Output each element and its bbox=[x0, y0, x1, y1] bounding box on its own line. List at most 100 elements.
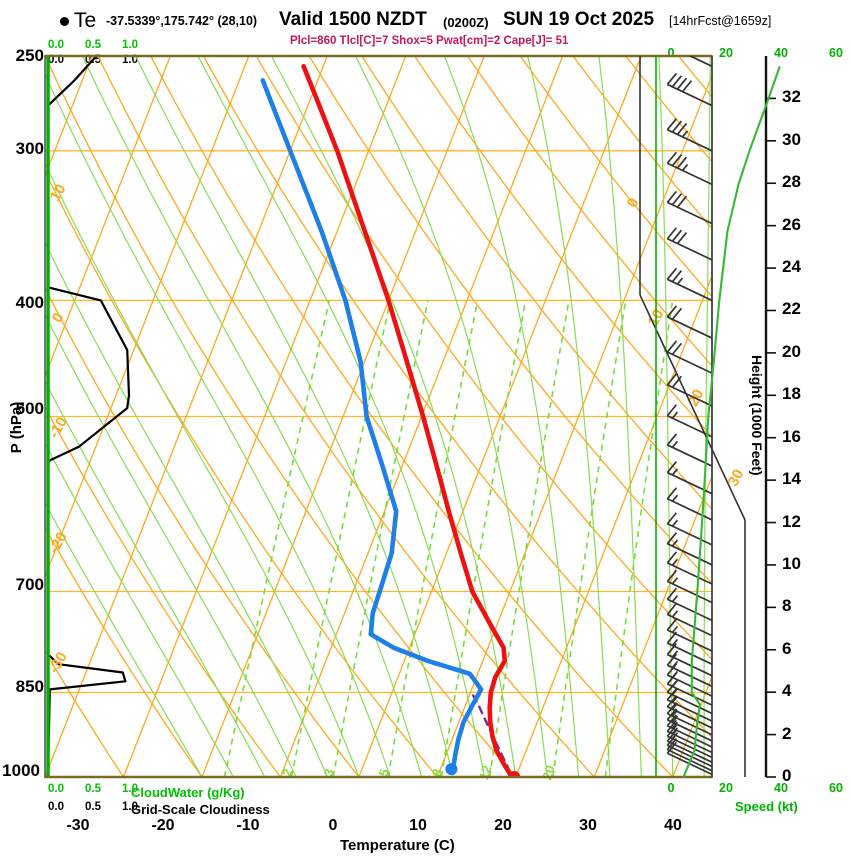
speed-tick-bot-0: 0 bbox=[667, 781, 675, 795]
dry-adiabat-30 bbox=[97, 56, 595, 777]
cloudwater-tick-top-0: 0.0 bbox=[48, 39, 64, 51]
pressure-tick-700: 700 bbox=[15, 575, 44, 594]
cloudiness-axis-label: Grid-Scale Cloudiness bbox=[131, 802, 270, 817]
speed-tick-top-60: 60 bbox=[829, 46, 843, 60]
mixing-ratio-5 bbox=[387, 300, 479, 777]
isotherm-label-left-10: 10 bbox=[47, 181, 70, 204]
height-tick-0: 0 bbox=[782, 766, 792, 785]
zulu-time: (0200Z) bbox=[443, 15, 489, 30]
wind-barb-610 bbox=[666, 487, 712, 521]
wind-barb-944 bbox=[666, 714, 712, 748]
cloudiness-tick-bot-1: 0.5 bbox=[85, 801, 101, 813]
isotherm--60 bbox=[45, 56, 171, 378]
wind-barb-715 bbox=[666, 569, 712, 604]
wind-barb-400 bbox=[666, 267, 712, 302]
dry-adiabat-70 bbox=[308, 56, 712, 585]
cloudiness-tick-top-2: 1.0 bbox=[122, 54, 138, 66]
temp-tick--10: -10 bbox=[236, 817, 260, 834]
dry-adiabat-90 bbox=[414, 56, 712, 438]
cloudiness-tick-bot-2: 1.0 bbox=[122, 801, 138, 813]
dry-adiabat--40 bbox=[45, 775, 46, 777]
wind-barb-823 bbox=[666, 643, 712, 677]
speed-tick-top-40: 40 bbox=[774, 46, 788, 60]
wind-barb-255 bbox=[688, 56, 712, 68]
pressure-tick-250: 250 bbox=[15, 46, 44, 65]
height-tick-28: 28 bbox=[782, 172, 801, 192]
isotherm--40 bbox=[45, 56, 328, 777]
wind-barb-980 bbox=[666, 733, 712, 768]
mixing-ratio-20 bbox=[552, 300, 627, 777]
height-tick-12: 12 bbox=[782, 511, 801, 531]
dewpoint-trace bbox=[260, 78, 484, 772]
cloudwater-tick-bot-2: 1.0 bbox=[122, 783, 138, 795]
height-tick-6: 6 bbox=[782, 638, 792, 658]
wind-barb-430 bbox=[666, 305, 712, 339]
mixing-ratio-3 bbox=[332, 300, 429, 777]
dry-adiabat--10 bbox=[45, 405, 281, 777]
wind-barb-320 bbox=[666, 151, 712, 186]
wind-barb-370 bbox=[666, 227, 712, 261]
dry-adiabat-160 bbox=[784, 56, 850, 777]
wind-speed-profile bbox=[682, 65, 781, 778]
dry-adiabat-40 bbox=[150, 56, 674, 777]
wind-box-edge-diagonal bbox=[639, 294, 746, 521]
height-tick-24: 24 bbox=[782, 257, 801, 277]
temp-tick-30: 30 bbox=[579, 817, 597, 834]
cloudiness-tick-top-0: 0.0 bbox=[48, 54, 64, 66]
wind-barb-345 bbox=[666, 190, 712, 225]
cloudwater-tick-top-1: 0.5 bbox=[85, 39, 101, 51]
dry-adiabat-60 bbox=[255, 56, 712, 661]
dry-adiabat-110 bbox=[519, 56, 712, 298]
temp-tick-10: 10 bbox=[409, 817, 427, 834]
height-tick-30: 30 bbox=[782, 129, 801, 149]
mixing-ratio-30 bbox=[604, 300, 674, 777]
moist-adiabat-12 bbox=[135, 56, 454, 777]
pressure-tick-850: 850 bbox=[15, 677, 44, 696]
pressure-tick-300: 300 bbox=[15, 139, 44, 158]
isotherm--20 bbox=[201, 56, 485, 777]
moist-adiabat-44 bbox=[703, 56, 711, 777]
speed-axis-label: Speed (kt) bbox=[735, 799, 798, 814]
isotherm--50 bbox=[45, 56, 250, 579]
temp-tick-0: 0 bbox=[328, 817, 338, 834]
dry-adiabat--30 bbox=[45, 649, 125, 777]
mixing-ratio-label-20: 20 bbox=[539, 763, 558, 781]
isotherm--80 bbox=[0, 56, 13, 777]
speed-tick-top-20: 20 bbox=[719, 46, 733, 60]
sounding-parameters: Plcl=860 Tlcl[C]=7 Shox=5 Pwat[cm]=2 Cap… bbox=[290, 35, 569, 47]
station-name: Te bbox=[74, 9, 97, 32]
wind-barb-690 bbox=[666, 551, 712, 585]
wind-barb-762 bbox=[666, 602, 712, 637]
dry-adiabat-10 bbox=[45, 169, 438, 777]
height-tick-18: 18 bbox=[782, 384, 801, 404]
height-tick-14: 14 bbox=[782, 469, 801, 489]
moist-adiabat-36 bbox=[598, 56, 642, 777]
station-coordinates: -37.5339°,175.742° (28,10) bbox=[106, 14, 258, 28]
height-tick-8: 8 bbox=[782, 596, 792, 616]
moist-adiabat-32 bbox=[527, 56, 611, 777]
wind-barb-550 bbox=[666, 433, 712, 467]
temperature-axis-label: Temperature (C) bbox=[340, 837, 455, 854]
isotherm-10 bbox=[436, 73, 712, 777]
height-tick-10: 10 bbox=[782, 553, 801, 573]
dry-adiabat-100 bbox=[466, 56, 712, 367]
valid-time: Valid 1500 NZDT bbox=[279, 9, 427, 30]
moist-adiabat--4 bbox=[45, 241, 329, 777]
dry-adiabat-170 bbox=[837, 56, 850, 777]
mixing-ratio-12 bbox=[488, 300, 570, 777]
valid-date: SUN 19 Oct 2025 bbox=[503, 9, 655, 30]
height-tick-20: 20 bbox=[782, 341, 801, 361]
moist-adiabat-28 bbox=[443, 56, 580, 777]
wind-barb-840 bbox=[666, 653, 712, 688]
pressure-tick-1000: 1000 bbox=[2, 761, 40, 780]
height-tick-32: 32 bbox=[782, 87, 801, 107]
wind-barb-520 bbox=[666, 404, 712, 438]
forecast-info: [14hrFcst@1659z] bbox=[669, 14, 772, 28]
temperature-surface bbox=[508, 771, 521, 777]
wind-barb-460 bbox=[666, 340, 712, 374]
dry-adiabat-20 bbox=[45, 56, 517, 777]
isotherm-60 bbox=[830, 56, 850, 777]
moist-adiabat--8 bbox=[45, 313, 297, 777]
